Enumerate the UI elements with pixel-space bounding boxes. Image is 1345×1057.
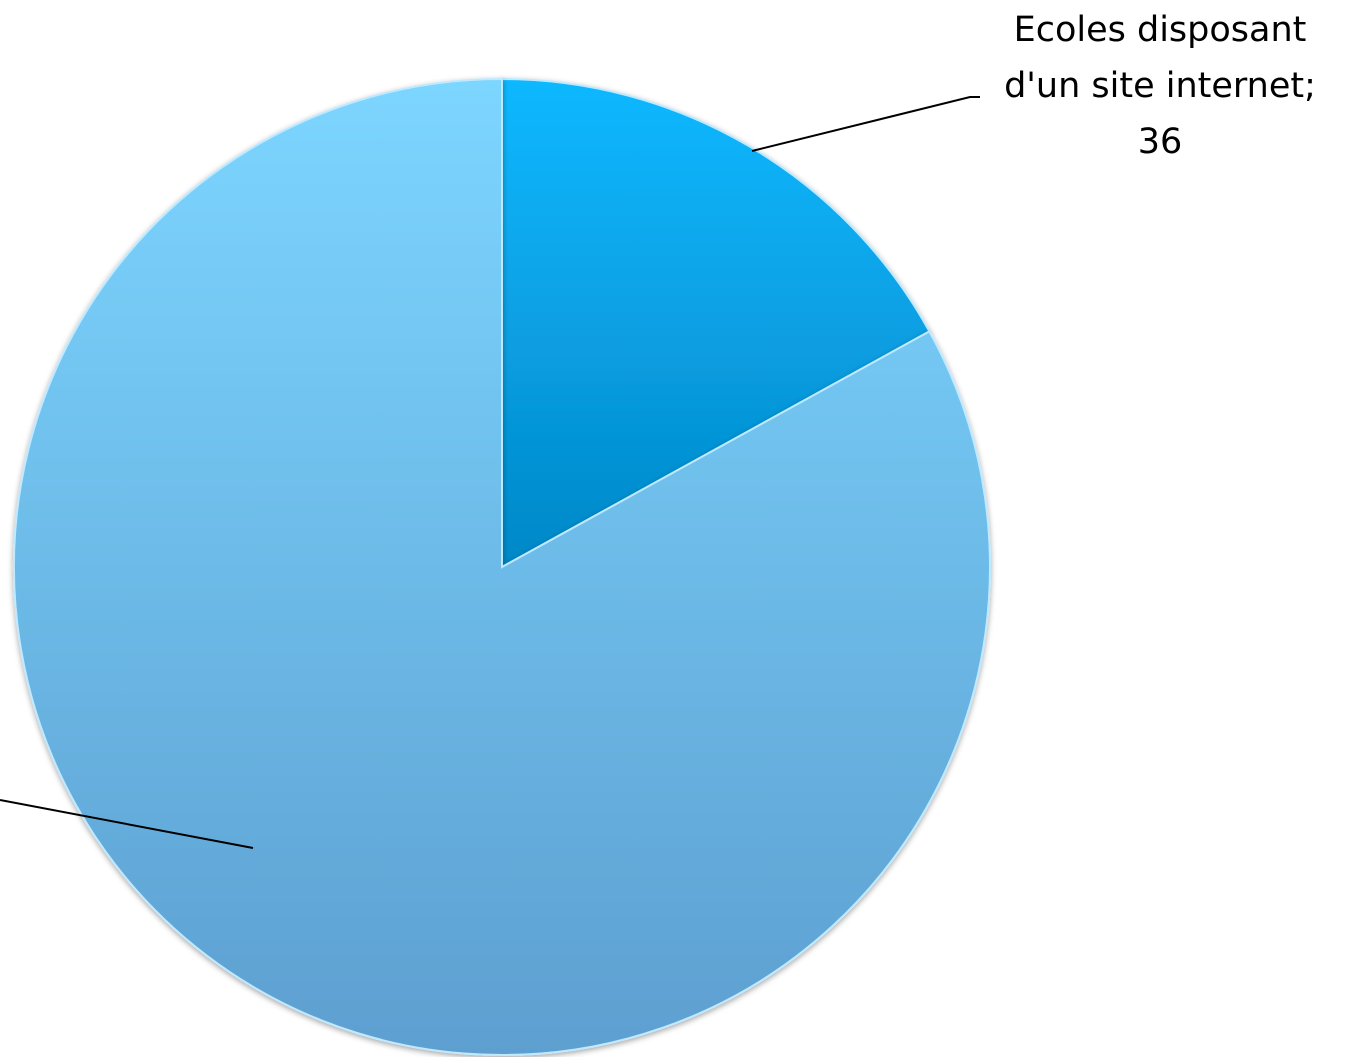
leader-line-1 <box>0 799 254 849</box>
pie-slices <box>13 77 991 1056</box>
pie-slice-1 <box>13 77 991 1056</box>
leader-line-0 <box>751 96 980 152</box>
data-label-0-line-0: Ecoles disposant <box>1014 10 1307 50</box>
leader-lines <box>0 96 980 849</box>
data-label-0-line-2: 36 <box>1138 122 1183 162</box>
data-label-0: Ecoles disposant d'un site internet; 36 <box>1004 10 1316 162</box>
data-labels: Ecoles disposant d'un site internet; 36 <box>1004 10 1316 162</box>
data-label-0-line-1: d'un site internet; <box>1004 66 1316 106</box>
pie-slice-0 <box>501 77 931 569</box>
